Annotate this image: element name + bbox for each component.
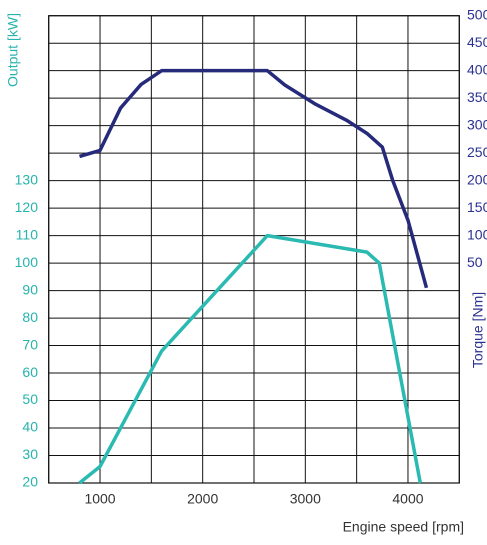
- y-tick-label: 110: [16, 226, 39, 242]
- y-tick-label: 20: [22, 474, 38, 490]
- y-tick-label: 70: [22, 336, 38, 352]
- y-tick-label: 50: [22, 391, 38, 407]
- y2-tick-label: 50: [467, 254, 483, 270]
- y-tick-label: 80: [22, 309, 38, 325]
- series-line: [79, 68, 429, 289]
- plot-frame: [48, 15, 460, 484]
- y-tick-label: 90: [22, 281, 38, 297]
- y2-tick-label: 400: [467, 61, 487, 77]
- y2-tick-label: 250: [467, 144, 487, 160]
- y2-axis-label: Torque [Nm]: [470, 292, 486, 368]
- x-tick-label: 3000: [290, 491, 321, 507]
- y2-tick-label: 100: [467, 226, 487, 242]
- y-tick-label: 60: [22, 364, 38, 380]
- y-tick-label: 30: [22, 446, 38, 462]
- y-tick-label: 100: [15, 254, 39, 270]
- x-axis-label: Engine speed [rpm]: [343, 519, 464, 535]
- y-tick-label: 40: [22, 419, 38, 435]
- y2-tick-label: 150: [467, 199, 487, 215]
- y-tick-label: 120: [15, 199, 39, 215]
- x-tick-label: 1000: [84, 491, 115, 507]
- x-tick-label: 2000: [187, 491, 218, 507]
- y2-tick-label: 500: [467, 6, 487, 22]
- y-axis-label: Output [kW]: [5, 13, 21, 87]
- y2-tick-label: 350: [467, 89, 487, 105]
- series-line: [78, 233, 423, 485]
- y2-tick-label: 300: [467, 116, 487, 132]
- y2-tick-label: 200: [467, 171, 487, 187]
- x-tick-label: 4000: [392, 491, 423, 507]
- y2-tick-label: 450: [467, 34, 487, 50]
- y-tick-label: 130: [15, 171, 39, 187]
